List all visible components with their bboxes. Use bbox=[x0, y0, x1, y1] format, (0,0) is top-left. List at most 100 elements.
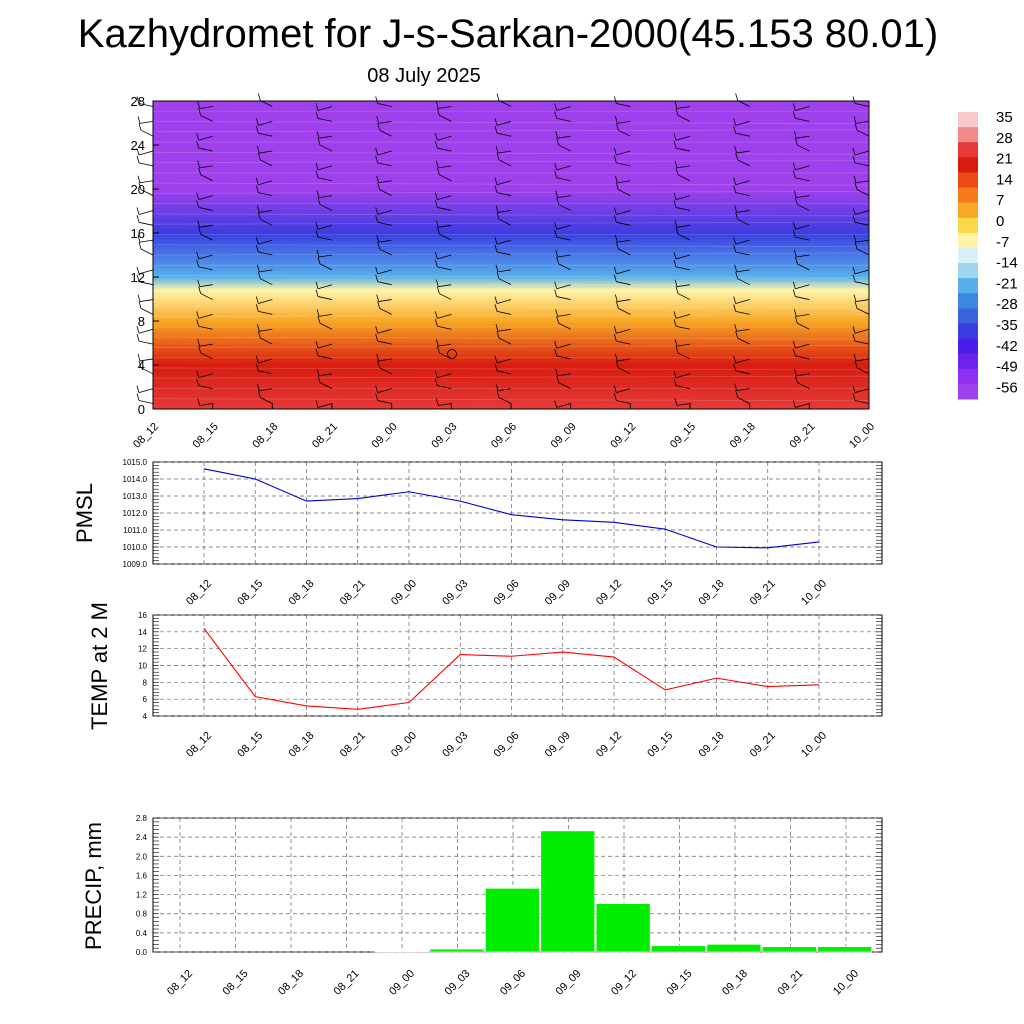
wind-barb bbox=[617, 120, 631, 124]
wind-barb-flag bbox=[434, 251, 438, 260]
wind-barb bbox=[676, 165, 691, 169]
wind-barb-flag bbox=[197, 398, 201, 406]
x-tick-label: 09_00 bbox=[389, 730, 419, 760]
wind-barb bbox=[797, 322, 810, 330]
wind-barb-flag bbox=[852, 266, 856, 274]
colorbar-label: -35 bbox=[996, 317, 1018, 334]
wind-barb-flag bbox=[554, 281, 558, 289]
wind-barb-flag bbox=[794, 197, 798, 205]
wind-barb-flag bbox=[674, 101, 678, 109]
wind-barb bbox=[318, 254, 333, 258]
x-tick-label: 09_21 bbox=[776, 968, 806, 998]
contour-line bbox=[152, 367, 870, 371]
wind-barb bbox=[856, 367, 870, 375]
wind-barb bbox=[318, 314, 333, 317]
wind-barb-flag bbox=[315, 103, 319, 111]
wind-barb-flag bbox=[674, 398, 678, 406]
contour-line bbox=[152, 244, 870, 248]
colorbar-label: -56 bbox=[996, 379, 1018, 396]
wind-barb bbox=[198, 314, 213, 319]
wind-barb-flag bbox=[138, 301, 142, 309]
wind-barb bbox=[377, 328, 392, 334]
wind-barb bbox=[437, 195, 452, 200]
contour-line bbox=[152, 283, 870, 287]
wind-barb bbox=[138, 103, 154, 107]
x-tick-label: 08_18 bbox=[287, 578, 317, 608]
wind-barb-flag bbox=[257, 152, 261, 161]
x-tick-label: 09_00 bbox=[387, 968, 417, 998]
wind-barb-flag bbox=[315, 348, 319, 357]
wind-barb bbox=[437, 314, 452, 319]
wind-barb bbox=[616, 388, 631, 394]
wind-barb bbox=[198, 385, 213, 390]
wind-barb-flag bbox=[435, 338, 439, 347]
y-tick-label: 1014.0 bbox=[123, 475, 148, 484]
wind-barb bbox=[317, 224, 333, 230]
wind-barb bbox=[377, 269, 392, 275]
wind-barb bbox=[439, 114, 452, 122]
wind-barb bbox=[260, 397, 273, 404]
wind-barb bbox=[497, 388, 512, 392]
wind-barb bbox=[138, 269, 154, 275]
wind-barb bbox=[258, 239, 273, 245]
wind-barb bbox=[854, 388, 870, 394]
wind-barb-flag bbox=[255, 237, 259, 245]
wind-barb-flag bbox=[136, 207, 140, 215]
wind-barb bbox=[438, 224, 452, 228]
wind-barb-flag bbox=[434, 140, 438, 149]
wind-barb bbox=[379, 367, 392, 375]
x-tick-label: 08_15 bbox=[221, 968, 251, 998]
wind-barb bbox=[437, 207, 452, 211]
wind-barb bbox=[795, 117, 810, 122]
wind-barb bbox=[438, 403, 452, 406]
wind-barb-flag bbox=[138, 182, 142, 190]
wind-barb bbox=[676, 106, 691, 109]
wind-barb bbox=[496, 299, 512, 304]
wind-barb bbox=[854, 150, 870, 156]
wind-barb bbox=[319, 263, 333, 271]
wind-barb-flag bbox=[197, 101, 201, 109]
wind-barb bbox=[556, 343, 571, 349]
chart-title: Kazhydromet for J-s-Sarkan-2000(45.153 8… bbox=[77, 12, 939, 56]
colorbar-swatch bbox=[958, 157, 978, 173]
wind-barb bbox=[198, 325, 213, 330]
wind-barb bbox=[556, 117, 571, 122]
wind-barb-flag bbox=[554, 400, 558, 408]
x-tick-label: 09_12 bbox=[594, 730, 624, 760]
contour-line bbox=[152, 398, 870, 402]
colorbar-label: 28 bbox=[996, 130, 1013, 147]
wind-barb bbox=[557, 373, 571, 377]
wind-barb-flag bbox=[792, 103, 796, 111]
wind-barb-flag bbox=[793, 368, 797, 376]
wind-barb bbox=[556, 224, 571, 230]
y-tick-label: 0.8 bbox=[136, 910, 148, 919]
wind-barb-flag bbox=[613, 385, 617, 393]
wind-barb bbox=[437, 147, 452, 152]
colorbar-label: 21 bbox=[996, 151, 1013, 168]
wind-barb bbox=[317, 236, 333, 241]
wind-barb bbox=[199, 224, 213, 228]
wind-barb bbox=[675, 314, 691, 319]
wind-barb bbox=[140, 248, 154, 256]
wind-barb bbox=[558, 322, 571, 330]
wind-barb-flag bbox=[614, 294, 618, 302]
wind-barb-flag bbox=[136, 333, 140, 342]
wind-barb-flag bbox=[675, 227, 679, 235]
wind-barb-flag bbox=[673, 378, 677, 386]
precip-bar bbox=[429, 948, 485, 953]
wind-barb-flag bbox=[197, 338, 201, 347]
x-tick-label: 09_12 bbox=[608, 421, 638, 451]
wind-barb bbox=[258, 180, 273, 186]
wind-barb bbox=[854, 340, 870, 345]
colorbar-swatch bbox=[958, 127, 978, 143]
x-tick-label: 09_15 bbox=[645, 578, 675, 608]
wind-barb-flag bbox=[434, 259, 438, 267]
wind-barb-flag bbox=[138, 123, 142, 131]
contour-line bbox=[152, 151, 870, 155]
wind-barb-flag bbox=[613, 266, 617, 274]
wind-barb bbox=[140, 189, 154, 196]
wind-barb bbox=[377, 221, 392, 226]
wind-barb-flag bbox=[436, 286, 440, 294]
wind-barb-flag bbox=[495, 324, 499, 332]
wind-barb bbox=[556, 177, 571, 182]
